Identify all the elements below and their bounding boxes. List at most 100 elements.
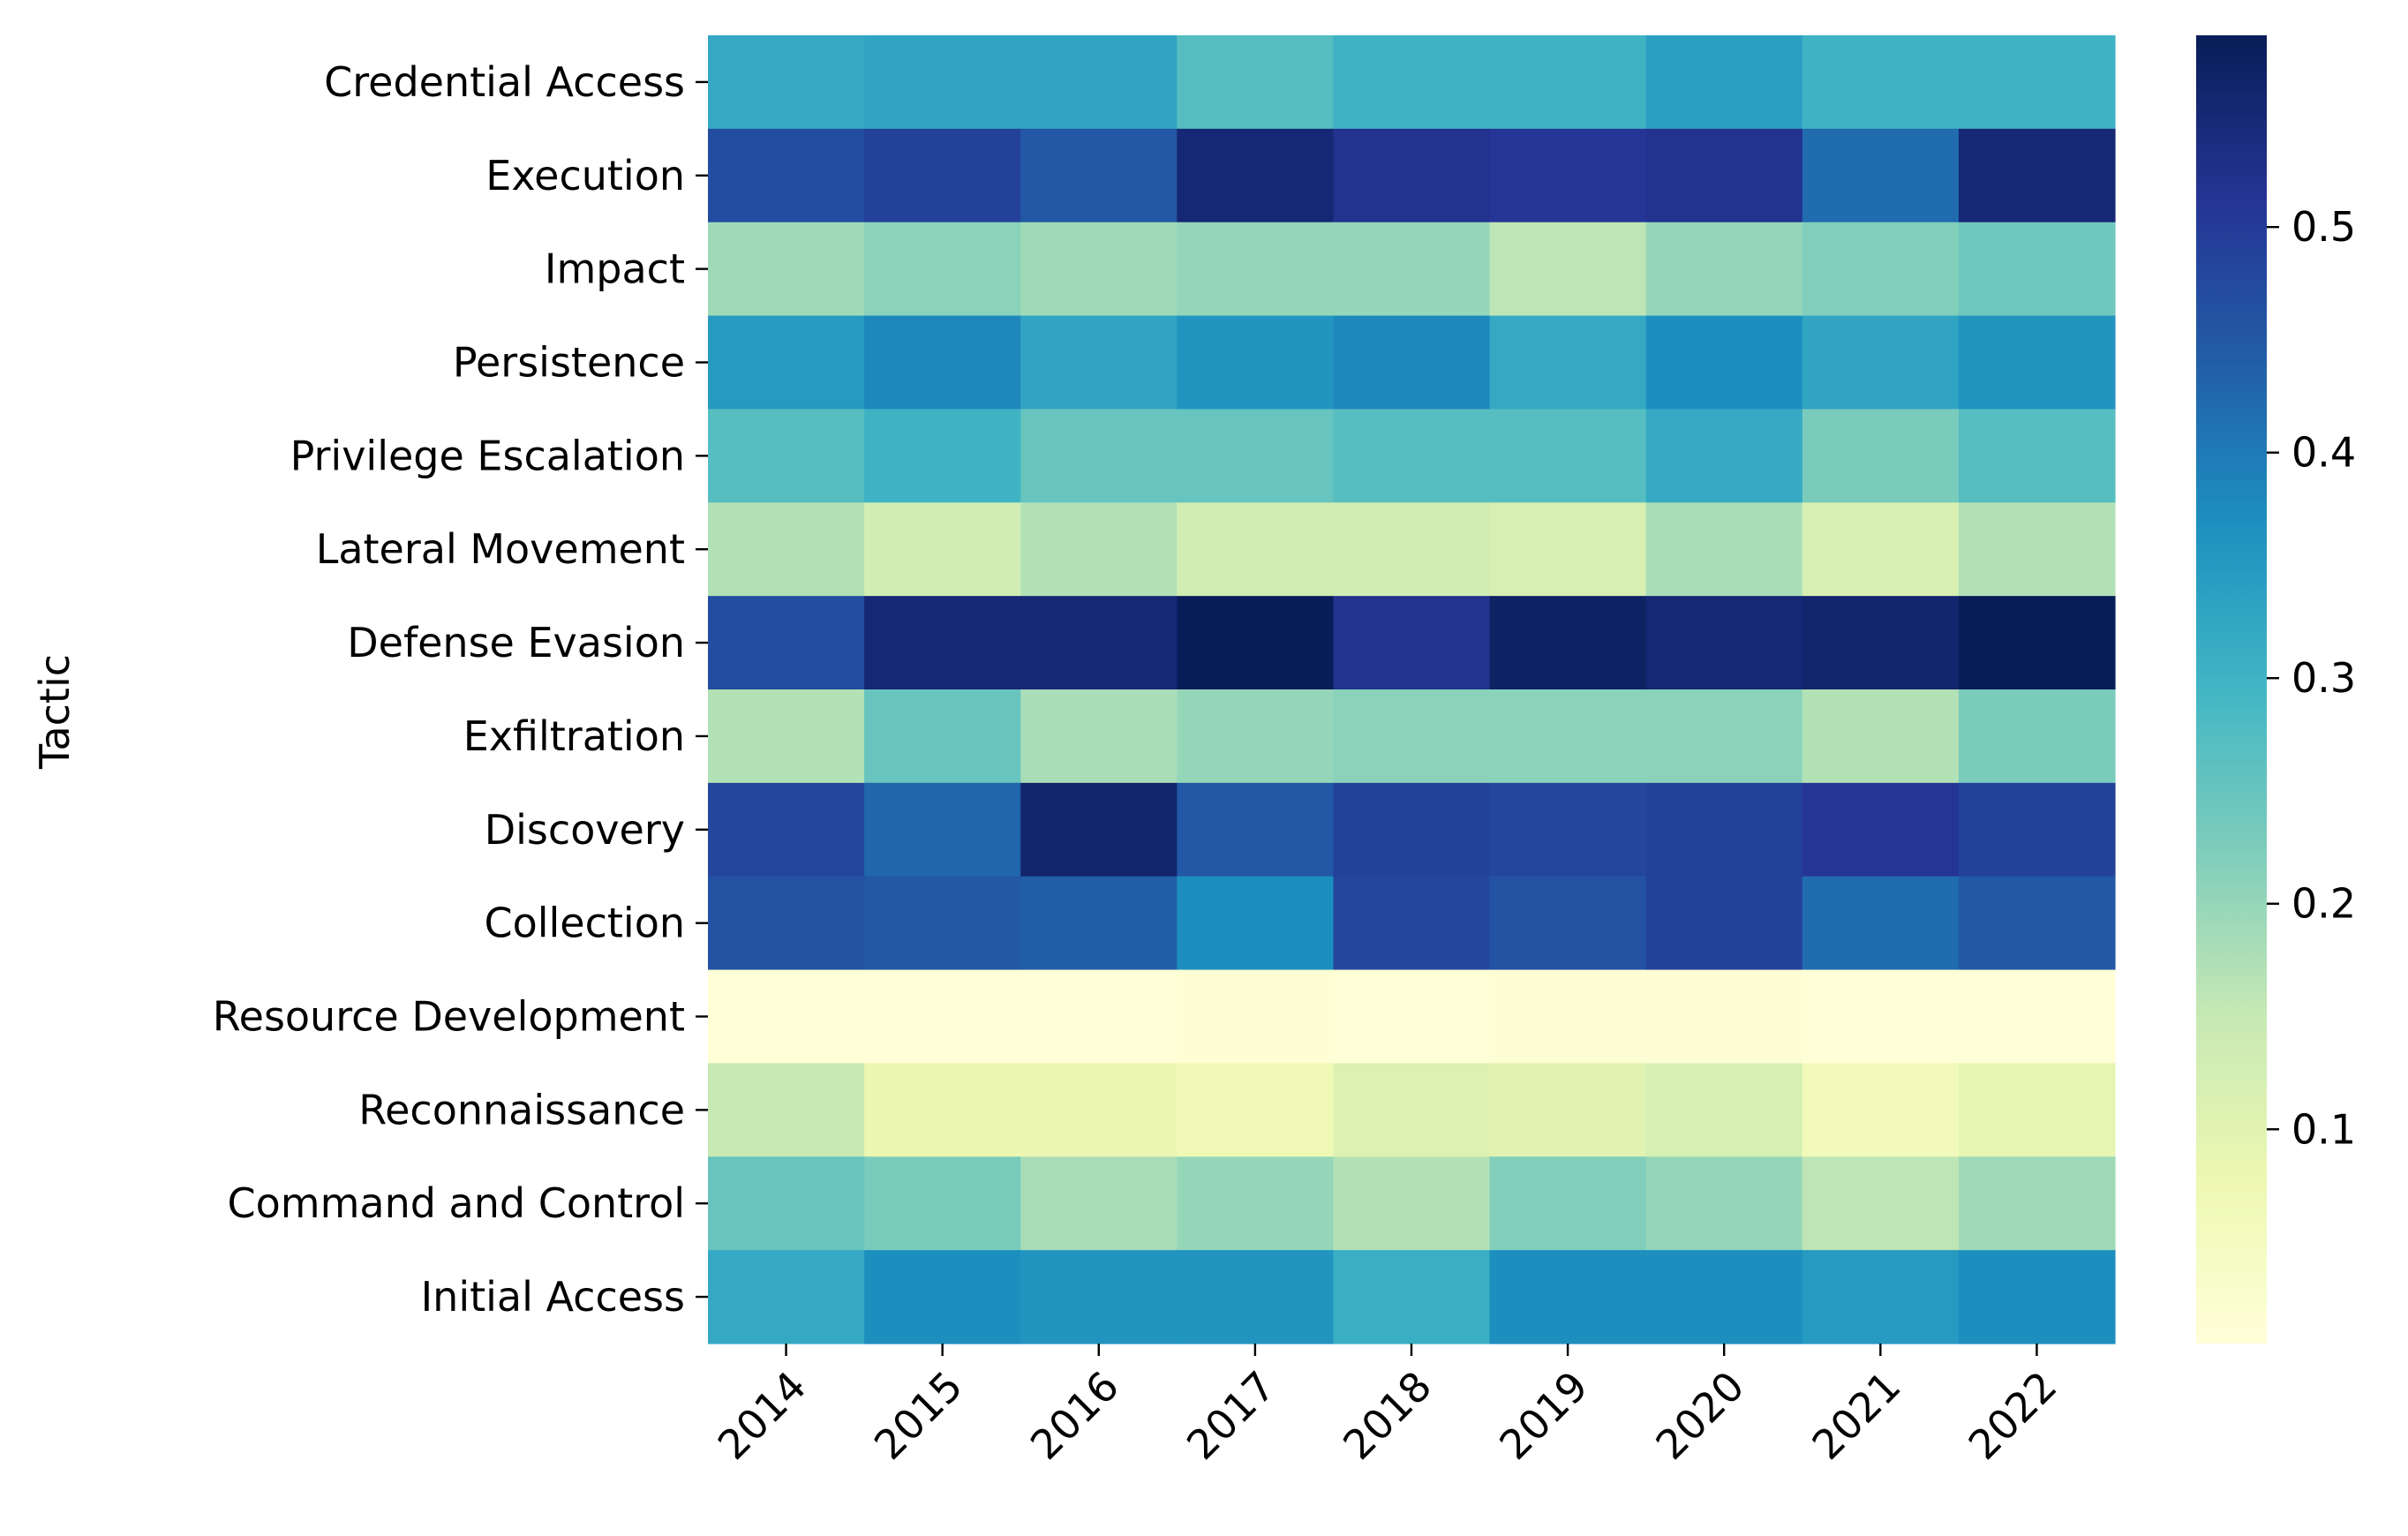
heatmap-cell xyxy=(1802,315,1960,410)
heatmap-cell xyxy=(1645,222,1803,317)
heatmap-cell xyxy=(1020,128,1178,223)
heatmap-cell xyxy=(708,596,865,690)
y-tick-label: Credential Access xyxy=(324,58,685,106)
heatmap-cell xyxy=(864,1250,1021,1344)
heatmap-cell xyxy=(1177,1156,1335,1251)
heatmap-cell xyxy=(1489,1156,1647,1251)
heatmap-cell xyxy=(1645,1063,1803,1157)
heatmap-cell xyxy=(864,409,1021,503)
y-tick-label: Collection xyxy=(484,900,685,947)
heatmap-cell xyxy=(1645,1250,1803,1344)
x-tick-label: 2018 xyxy=(1334,1362,1441,1469)
heatmap-cell xyxy=(1802,782,1960,877)
heatmap-cell xyxy=(1020,1063,1178,1157)
heatmap-cell xyxy=(1645,315,1803,410)
heatmap-cell xyxy=(708,689,865,784)
heatmap-cell xyxy=(708,1063,865,1157)
heatmap-cell xyxy=(1333,689,1491,784)
heatmap-cell xyxy=(1333,409,1491,503)
heatmap-cell xyxy=(1333,315,1491,410)
heatmap-cell xyxy=(1802,1250,1960,1344)
heatmap-cell xyxy=(1489,689,1647,784)
heatmap-cell xyxy=(1177,222,1335,317)
heatmap-cell xyxy=(1177,876,1335,971)
heatmap-cell xyxy=(1802,876,1960,971)
heatmap-cell xyxy=(864,1156,1021,1251)
y-tick-label: Privilege Escalation xyxy=(290,432,685,479)
heatmap-cell xyxy=(1958,128,2116,223)
heatmap-cell xyxy=(1802,689,1960,784)
colorbar-gradient xyxy=(2196,35,2267,1344)
heatmap-cell xyxy=(1333,128,1491,223)
heatmap-cell xyxy=(1645,782,1803,877)
heatmap-cell xyxy=(1177,1063,1335,1157)
heatmap-cell xyxy=(1489,222,1647,317)
heatmap-cell xyxy=(1958,1250,2116,1344)
heatmap-cell xyxy=(1958,969,2116,1065)
heatmap-cell xyxy=(1802,128,1960,223)
heatmap-cell xyxy=(1645,35,1803,130)
heatmap-cell xyxy=(708,969,865,1065)
heatmap-cell xyxy=(1177,128,1335,223)
heatmap-cell xyxy=(1645,128,1803,223)
heatmap-cell xyxy=(1958,689,2116,784)
heatmap-cell xyxy=(1177,409,1335,503)
heatmap-cells xyxy=(708,35,2116,1344)
y-tick-label: Command and Control xyxy=(228,1179,686,1227)
heatmap-cell xyxy=(1333,969,1491,1065)
y-tick-label: Exfiltration xyxy=(463,712,685,760)
x-tick-label: 2021 xyxy=(1802,1362,1909,1469)
heatmap-cell xyxy=(1645,876,1803,971)
heatmap-cell xyxy=(1020,689,1178,784)
heatmap-cell xyxy=(1489,596,1647,690)
heatmap-cell xyxy=(1020,222,1178,317)
y-tick-label: Lateral Movement xyxy=(316,525,685,573)
heatmap-cell xyxy=(1020,876,1178,971)
y-axis-title: Tactic xyxy=(31,654,79,770)
heatmap-cell xyxy=(1020,35,1178,130)
heatmap-cell xyxy=(1958,1063,2116,1157)
heatmap-cell xyxy=(1333,502,1491,597)
heatmap-cell xyxy=(708,222,865,317)
heatmap-cell xyxy=(708,782,865,877)
x-tick-label: 2017 xyxy=(1178,1362,1284,1469)
heatmap-cell xyxy=(1177,315,1335,410)
heatmap-cell xyxy=(1020,782,1178,877)
heatmap-cell xyxy=(1020,1156,1178,1251)
heatmap-cell xyxy=(1958,876,2116,971)
heatmap-cell xyxy=(1333,35,1491,130)
heatmap-cell xyxy=(708,502,865,597)
heatmap-cell xyxy=(1177,782,1335,877)
heatmap-cell xyxy=(864,969,1021,1065)
heatmap-cell xyxy=(1802,35,1960,130)
heatmap-cell xyxy=(1489,35,1647,130)
heatmap-cell xyxy=(1802,1156,1960,1251)
heatmap-cell xyxy=(1177,689,1335,784)
x-tick-label: 2016 xyxy=(1021,1362,1128,1469)
y-tick-label: Discovery xyxy=(485,806,685,854)
heatmap-cell xyxy=(1333,596,1491,690)
heatmap-cell xyxy=(1177,969,1335,1065)
heatmap-cell xyxy=(1802,502,1960,597)
heatmap-cell xyxy=(1958,35,2116,130)
heatmap-cell xyxy=(1177,502,1335,597)
heatmap-cell xyxy=(864,315,1021,410)
heatmap-cell xyxy=(1958,409,2116,503)
heatmap-cell xyxy=(708,409,865,503)
heatmap-cell xyxy=(1333,1156,1491,1251)
heatmap-cell xyxy=(1958,782,2116,877)
heatmap-cell xyxy=(1958,315,2116,410)
heatmap-cell xyxy=(1489,876,1647,971)
heatmap-cell xyxy=(1020,315,1178,410)
heatmap-cell xyxy=(1802,969,1960,1065)
heatmap-cell xyxy=(1333,222,1491,317)
heatmap-cell xyxy=(708,35,865,130)
heatmap-cell xyxy=(1177,1250,1335,1344)
heatmap-cell xyxy=(1489,502,1647,597)
heatmap-cell xyxy=(1333,876,1491,971)
heatmap-cell xyxy=(864,876,1021,971)
heatmap-cell xyxy=(1802,222,1960,317)
colorbar: 0.1 0.2 0.3 0.4 0.5 xyxy=(2196,35,2356,1344)
x-tick-label: 2019 xyxy=(1490,1362,1597,1469)
